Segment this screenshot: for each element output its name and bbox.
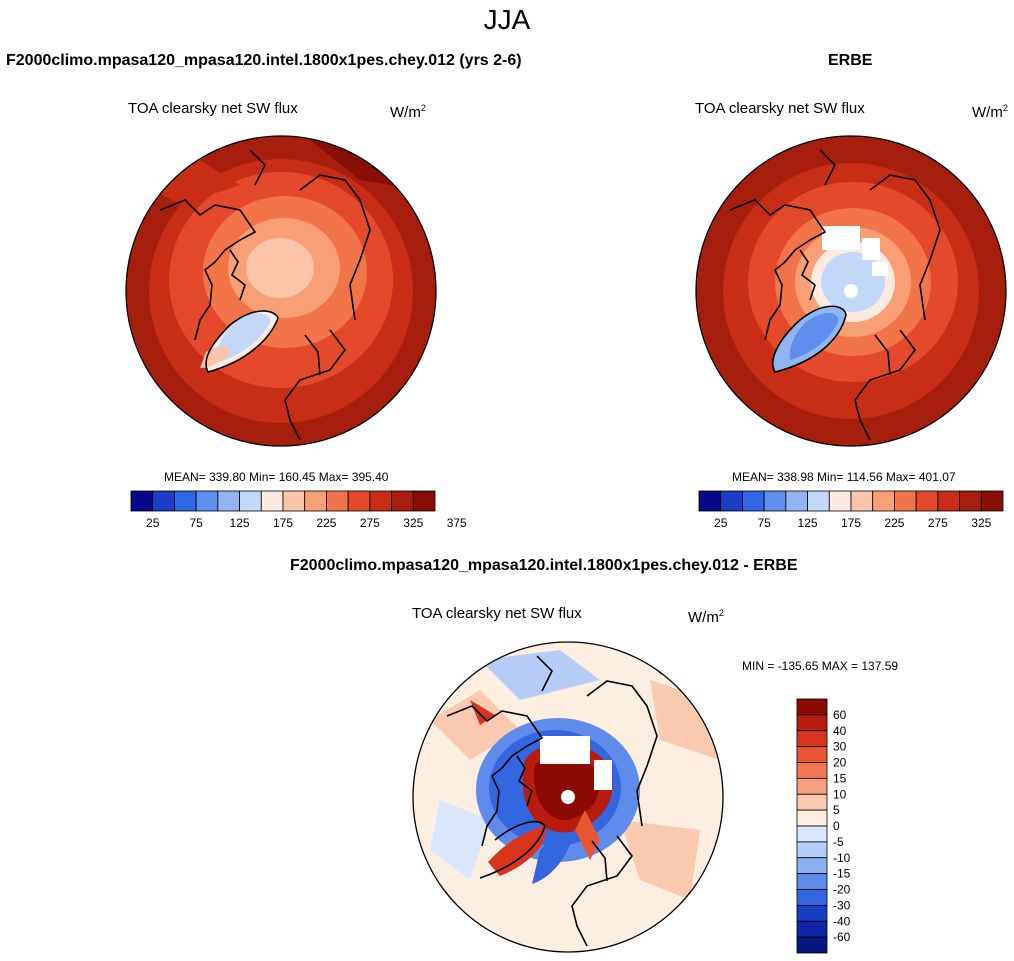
panel-2-stats: MEAN= 338.98 Min= 114.56 Max= 401.07 (732, 470, 956, 484)
colorbar-tick-label: 0 (833, 819, 840, 833)
colorbar-swatch (937, 490, 960, 512)
map-difference (412, 641, 724, 953)
colorbar-tick-label: 10 (833, 787, 847, 801)
colorbar-tick-label: 75 (189, 516, 203, 530)
colorbar-model: 25 75 125 175 225 275 325 375 (130, 490, 467, 530)
colorbar-tick-label: 25 (146, 516, 160, 530)
panel-1-variable: TOA clearsky net SW flux (128, 100, 298, 117)
colorbar-swatch (796, 793, 828, 811)
colorbar-swatch (796, 889, 828, 906)
colorbar-swatch (796, 777, 828, 795)
colorbar-tick-label: 20 (833, 756, 847, 770)
colorbar-swatch (828, 490, 852, 512)
colorbar-swatch (807, 490, 830, 512)
map-erbe (695, 135, 1007, 447)
colorbar-tick-label: 175 (841, 516, 861, 530)
colorbar-tick-label: 40 (833, 724, 847, 738)
colorbar-swatch (412, 490, 436, 512)
colorbar-swatch (391, 490, 414, 512)
colorbar-tick-label: 25 (714, 516, 728, 530)
colorbar-swatch (796, 762, 828, 779)
colorbar-tick-label: 15 (833, 771, 847, 785)
colorbar-tick-label: 175 (273, 516, 293, 530)
colorbar-tick-label: -40 (833, 914, 851, 928)
colorbar-swatch (796, 809, 828, 827)
colorbar-swatch (796, 920, 828, 938)
colorbar-swatch (282, 490, 306, 512)
colorbar-swatch (796, 825, 828, 843)
map-model (125, 135, 437, 447)
panel-3-variable: TOA clearsky net SW flux (412, 605, 582, 622)
colorbar-swatch (785, 490, 808, 512)
colorbar-swatch (796, 873, 828, 890)
colorbar-tick-label: 30 (833, 740, 847, 754)
panel-2-units: W/m2 (972, 103, 1008, 121)
colorbar-swatch (915, 490, 939, 512)
colorbar-swatch (796, 714, 828, 732)
colorbar-swatch (326, 490, 349, 512)
colorbar-swatch (347, 490, 371, 512)
colorbar-swatch (130, 490, 154, 512)
colorbar-tick-label: 60 (833, 708, 847, 722)
colorbar-tick-label: 125 (230, 516, 250, 530)
colorbar-swatch (720, 490, 743, 512)
panel-3-stats: MIN = -135.65 MAX = 137.59 (742, 659, 899, 673)
colorbar-swatch (796, 857, 828, 875)
colorbar-tick-label: 325 (403, 516, 423, 530)
colorbar-tick-label: -20 (833, 883, 851, 897)
panel-1-title: F2000climo.mpasa120_mpasa120.intel.1800x… (6, 52, 522, 69)
colorbar-tick-label: 375 (447, 516, 467, 530)
panel-1-units: W/m2 (390, 103, 426, 121)
colorbar-swatch (239, 490, 262, 512)
colorbar-tick-label: 275 (928, 516, 948, 530)
colorbar-swatch (698, 490, 722, 512)
colorbar-swatch (796, 841, 828, 859)
colorbar-tick-label: 325 (971, 516, 991, 530)
colorbar-swatch (217, 490, 240, 512)
panel-3-units: W/m2 (688, 608, 724, 626)
colorbar-swatch (796, 746, 828, 763)
colorbar-swatch (894, 490, 917, 512)
colorbar-swatch (304, 490, 327, 512)
colorbar-swatch (763, 490, 787, 512)
colorbar-swatch (174, 490, 197, 512)
colorbar-tick-label: -15 (833, 867, 851, 881)
panel-2-variable: TOA clearsky net SW flux (695, 100, 865, 117)
panel-2-title: ERBE (828, 52, 873, 69)
colorbar-tick-label: 225 (316, 516, 336, 530)
colorbar-swatch (796, 730, 828, 748)
colorbar-swatch (796, 936, 828, 954)
colorbar-swatch (260, 490, 284, 512)
colorbar-tick-label: -60 (833, 930, 851, 944)
colorbar-swatch (369, 490, 392, 512)
colorbar-tick-label: -10 (833, 851, 851, 865)
colorbar-swatch (195, 490, 219, 512)
panel-3-title: F2000climo.mpasa120_mpasa120.intel.1800x… (290, 557, 798, 574)
colorbar-swatch (796, 904, 828, 922)
colorbar-tick-label: 225 (884, 516, 904, 530)
season-title: JJA (483, 4, 531, 35)
colorbar-swatch (850, 490, 874, 512)
colorbar-tick-label: 5 (833, 803, 840, 817)
colorbar-swatch (959, 490, 982, 512)
colorbar-swatch (742, 490, 765, 512)
colorbar-tick-label: -30 (833, 898, 851, 912)
colorbar-swatch (152, 490, 175, 512)
colorbar-tick-label: -5 (833, 835, 844, 849)
colorbar-tick-label: 275 (360, 516, 380, 530)
colorbar-swatch (980, 490, 1004, 512)
panel-1-stats: MEAN= 339.80 Min= 160.45 Max= 395.40 (164, 470, 389, 484)
colorbar-swatch (872, 490, 895, 512)
colorbar-swatch (796, 698, 828, 716)
colorbar-tick-label: 125 (798, 516, 818, 530)
colorbar-tick-label: 75 (757, 516, 771, 530)
